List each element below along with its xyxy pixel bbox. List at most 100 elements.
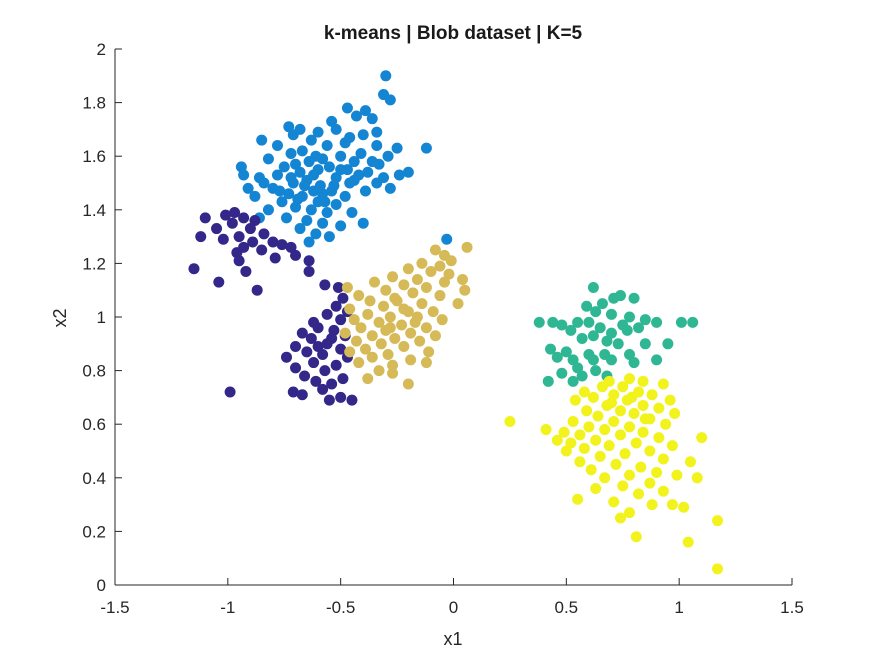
data-point [373, 365, 385, 377]
data-point [416, 257, 428, 269]
data-point [269, 252, 281, 264]
data-point [290, 340, 302, 352]
data-point [240, 265, 252, 277]
data-point [380, 284, 392, 296]
data-point [344, 177, 356, 189]
data-point [599, 472, 611, 484]
data-point [296, 145, 308, 157]
data-point [547, 316, 559, 328]
data-point [199, 212, 211, 224]
data-point [551, 434, 563, 446]
data-point [628, 357, 640, 369]
data-point [572, 493, 584, 505]
data-point [504, 416, 516, 428]
data-point [371, 139, 383, 151]
data-point [301, 215, 313, 227]
data-point [461, 241, 473, 253]
data-point [558, 426, 570, 438]
data-point [443, 268, 455, 280]
data-point [420, 282, 432, 294]
data-point [384, 322, 396, 334]
data-point [576, 332, 588, 344]
data-point [256, 134, 268, 146]
data-point [637, 426, 649, 438]
data-point [344, 346, 356, 358]
data-point [651, 466, 663, 478]
data-point [341, 282, 353, 294]
data-point [411, 273, 423, 285]
data-point [630, 437, 642, 449]
data-point [567, 416, 579, 428]
data-point [303, 255, 315, 267]
data-point [572, 362, 584, 374]
data-point [657, 453, 669, 465]
x-tick-label: 0.5 [555, 598, 579, 617]
data-point [344, 303, 356, 315]
data-point [369, 276, 381, 288]
data-point [380, 70, 392, 82]
data-point [387, 271, 399, 283]
data-point [669, 407, 681, 419]
cluster-2-points [188, 206, 358, 406]
data-point [285, 241, 297, 253]
data-point [301, 346, 313, 358]
data-point [389, 332, 401, 344]
data-point [359, 185, 371, 197]
data-point [384, 94, 396, 106]
data-point [637, 375, 649, 387]
data-point [359, 343, 371, 355]
data-point [337, 292, 349, 304]
data-point [565, 437, 577, 449]
data-point [274, 185, 286, 197]
data-point [585, 464, 597, 476]
y-axis-ticks: 0 0.2 0.4 0.6 0.8 1 1.2 1.4 1.6 1.8 2 [82, 40, 122, 595]
data-point [425, 265, 437, 277]
data-point [346, 394, 358, 406]
y-axis-label: x2 [50, 308, 70, 327]
data-point [630, 531, 642, 543]
data-point [233, 231, 245, 243]
data-point [384, 311, 396, 323]
data-point [402, 306, 414, 318]
data-point [452, 298, 464, 310]
data-point [402, 263, 414, 275]
data-point [281, 351, 293, 363]
data-point [258, 228, 270, 240]
data-point [687, 316, 699, 328]
data-point [633, 322, 645, 334]
data-point [696, 432, 708, 444]
data-point [405, 327, 417, 339]
data-point [666, 440, 678, 452]
data-point [281, 212, 293, 224]
data-point [359, 105, 371, 117]
data-point [247, 236, 259, 248]
data-point [287, 386, 299, 398]
x-tick-label: -1.5 [100, 598, 129, 617]
data-point [614, 405, 626, 417]
x-axis-ticks: -1.5 -1 -0.5 0 0.5 1 1.5 [100, 578, 804, 617]
data-point [326, 332, 338, 344]
data-point [357, 129, 369, 141]
data-point [224, 386, 236, 398]
data-point [373, 316, 385, 328]
scatter-points [188, 70, 724, 575]
data-point [605, 354, 617, 366]
data-point [605, 327, 617, 339]
data-point [285, 148, 297, 160]
data-point [303, 236, 315, 248]
data-point [420, 142, 432, 154]
data-point [639, 413, 651, 425]
y-tick-label: 1.8 [82, 94, 106, 113]
data-point [330, 300, 342, 312]
data-point [335, 314, 347, 326]
x-tick-label: -0.5 [326, 598, 355, 617]
data-point [278, 161, 290, 173]
data-point [366, 156, 378, 168]
data-point [405, 354, 417, 366]
data-point [305, 204, 317, 216]
x-axis-label: x1 [443, 629, 462, 649]
data-point [335, 164, 347, 176]
data-point [384, 182, 396, 194]
data-point [423, 346, 435, 358]
